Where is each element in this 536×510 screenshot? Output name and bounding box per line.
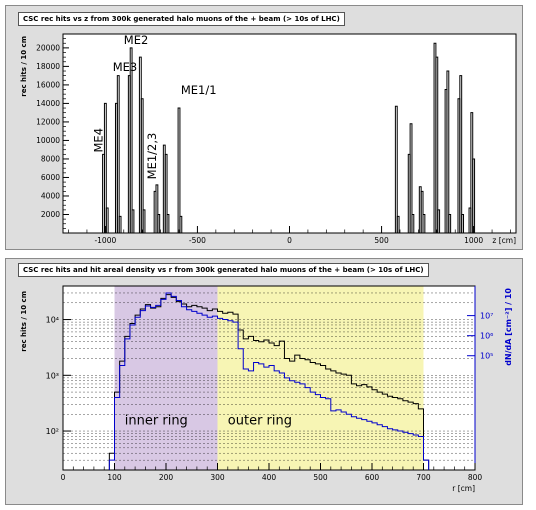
detector-label: ME3 <box>113 60 138 74</box>
x-axis-label: z [cm] <box>492 236 516 245</box>
y-axis-label: rec hits / 10 cm <box>20 36 28 97</box>
x-tick-label: 400 <box>262 473 277 482</box>
histogram-bin <box>118 215 122 233</box>
x-tick-label: 100 <box>107 473 122 482</box>
histogram-bin <box>129 47 133 233</box>
x-tick-label: 0 <box>61 473 66 482</box>
histogram-bin <box>446 70 450 233</box>
y-tick-label: 14000 <box>36 99 60 108</box>
histogram-bin <box>409 123 413 233</box>
y-axis-label: rec hits / 10 cm <box>20 291 28 352</box>
y-tick-label: 4000 <box>41 191 60 200</box>
right-y-tick-label: 10⁵ <box>480 352 493 361</box>
x-tick-label: 600 <box>365 473 380 482</box>
histogram-bin <box>103 102 107 233</box>
histogram-bin <box>411 213 415 233</box>
histogram-bin <box>396 215 400 233</box>
histogram-bin <box>422 213 426 233</box>
histogram-bin <box>155 184 159 233</box>
x-tick-label: 200 <box>159 473 174 482</box>
x-tick-label: -1000 <box>94 236 116 245</box>
y-tick-label: 18000 <box>36 62 60 71</box>
y-tick-label: 16000 <box>36 80 60 89</box>
histogram-bin <box>131 209 135 233</box>
top-chart-title: CSC rec hits vs z from 300k generated ha… <box>18 12 345 26</box>
top-chart: 2000400060008000100001200014000160001800… <box>20 33 517 245</box>
x-tick-label: 0 <box>287 236 292 245</box>
histogram-bin <box>105 207 109 233</box>
bottom-panel: CSC rec hits and hit areal density vs r … <box>5 258 523 505</box>
detector-label: ME1/1 <box>181 83 217 97</box>
detector-label: ME4 <box>92 128 106 153</box>
histogram-bin <box>177 107 181 233</box>
y-tick-label: 20000 <box>36 43 60 52</box>
histogram-bin <box>157 213 161 233</box>
histogram-bin <box>179 215 183 233</box>
bottom-chart-title: CSC rec hits and hit areal density vs r … <box>18 263 429 277</box>
x-tick-label: 800 <box>468 473 483 482</box>
density-series-line <box>108 292 430 470</box>
y-tick-label: 2000 <box>41 210 60 219</box>
y-tick-label: 6000 <box>41 173 60 182</box>
histogram-bin <box>472 158 476 233</box>
x-tick-label: 1000 <box>464 236 483 245</box>
histogram-bin <box>435 56 439 233</box>
y-tick-label: 10³ <box>46 371 59 380</box>
y-tick-label: 12000 <box>36 117 60 126</box>
histogram-bin <box>116 75 120 233</box>
histogram-bin <box>448 213 452 233</box>
x-tick-label: 500 <box>313 473 328 482</box>
histogram-bin <box>166 213 170 233</box>
y-tick-label: 8000 <box>41 154 60 163</box>
bottom-chart: 10² 10³ 10⁴ 10⁵ 10⁶ 10⁷ 0 100 200 300 400 500 600 700… <box>20 285 513 493</box>
histogram-bin <box>459 75 463 233</box>
x-axis-label: r [cm] <box>452 484 475 493</box>
right-y-axis-label: dN/dA [cm⁻²] / 10 <box>504 288 513 366</box>
outer-ring-label: outer ring <box>228 414 292 429</box>
detector-label: ME1/2,3 <box>145 133 159 180</box>
right-y-tick-label: 10⁶ <box>480 332 493 341</box>
histogram-bin <box>164 153 168 233</box>
histogram-bin <box>140 98 144 233</box>
x-tick-label: 300 <box>210 473 225 482</box>
histogram-bin <box>461 213 465 233</box>
histogram-bin <box>394 105 398 233</box>
histogram-bin <box>420 190 424 233</box>
right-y-tick-label: 10⁷ <box>480 312 493 321</box>
y-tick-label: 10000 <box>36 136 60 145</box>
y-tick-label: 10² <box>46 427 59 436</box>
detector-label: ME2 <box>124 33 149 47</box>
plot-area <box>62 33 517 234</box>
x-tick-label: 500 <box>374 236 389 245</box>
histogram-bin <box>142 209 146 233</box>
y-tick-label: 10⁴ <box>46 316 59 325</box>
x-tick-label: 700 <box>416 473 431 482</box>
x-tick-label: -500 <box>189 236 206 245</box>
histogram-bin <box>437 209 441 233</box>
inner-ring-label: inner ring <box>125 414 188 429</box>
top-panel: CSC rec hits vs z from 300k generated ha… <box>5 5 523 250</box>
